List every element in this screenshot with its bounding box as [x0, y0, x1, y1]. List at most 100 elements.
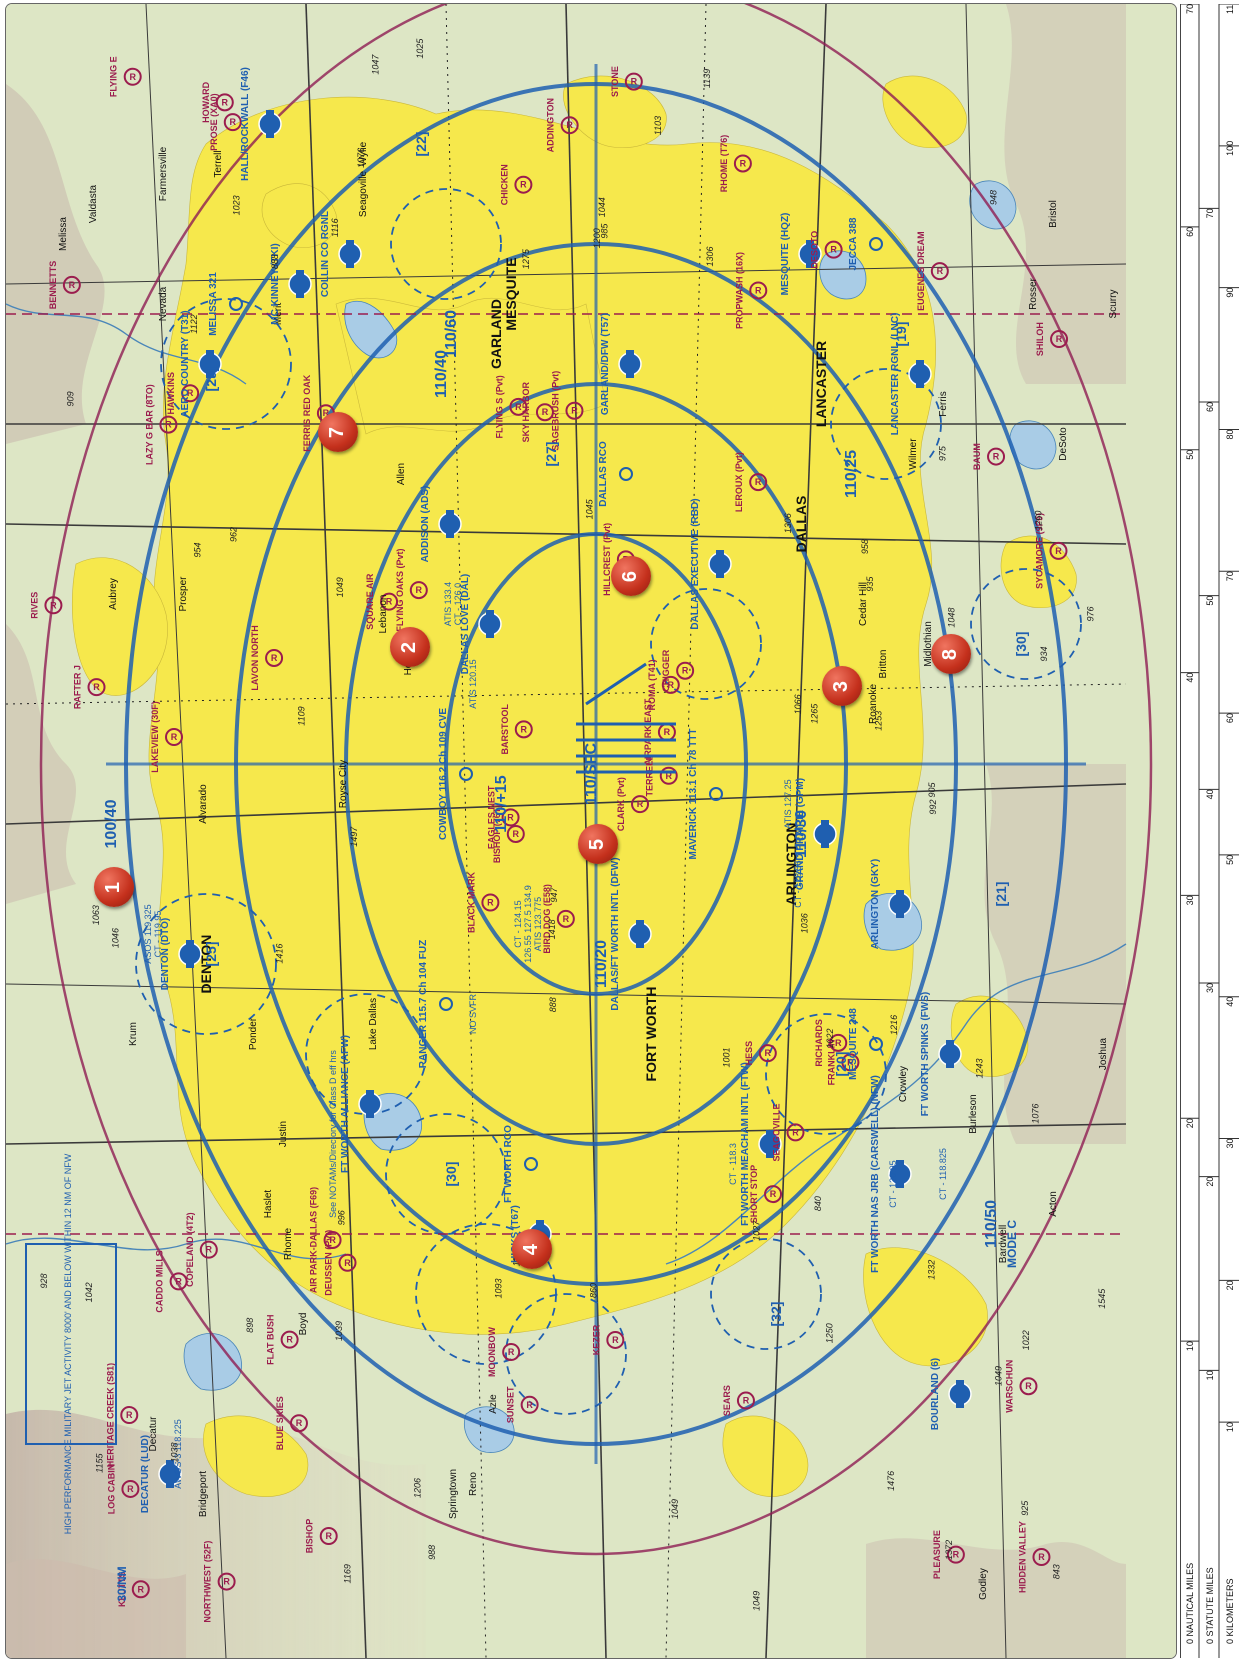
private-airport-icon[interactable] [223, 113, 242, 132]
frequency-label: CT - 120.95 [888, 1160, 898, 1207]
private-field-label: COPELAND (4T2) [185, 1212, 195, 1287]
marker-3[interactable]: 3 [822, 666, 862, 706]
private-airport-icon[interactable] [736, 1391, 755, 1410]
private-airport-icon[interactable] [556, 909, 575, 928]
private-airport-icon[interactable] [265, 648, 284, 667]
private-airport-icon[interactable] [824, 240, 843, 259]
private-airport-r-glyph: R [69, 280, 76, 290]
vor-icon[interactable] [869, 1037, 883, 1051]
private-airport-icon[interactable] [502, 1342, 521, 1361]
private-airport-icon[interactable] [181, 384, 200, 403]
private-airport-icon[interactable] [987, 447, 1006, 466]
vor-icon[interactable] [459, 767, 473, 781]
private-airport-r-glyph: R [835, 1038, 842, 1048]
private-airport-icon[interactable] [280, 1330, 299, 1349]
private-airport-icon[interactable] [1049, 541, 1068, 560]
private-airport-icon[interactable] [514, 175, 533, 194]
private-airport-icon[interactable] [930, 262, 949, 281]
private-field-label: BENNETTS [48, 261, 58, 310]
marker-6[interactable]: 6 [611, 556, 651, 596]
private-airport-icon[interactable] [509, 397, 528, 416]
private-field-label: MOONBOW [487, 1326, 497, 1376]
scale-label: 10 [1205, 1370, 1215, 1380]
vor-icon[interactable] [709, 787, 723, 801]
marker-8[interactable]: 8 [931, 634, 971, 674]
private-airport-icon[interactable] [62, 275, 81, 294]
vor-icon[interactable] [524, 1157, 538, 1171]
town-label: Merit [273, 303, 284, 325]
private-airport-r-glyph: R [755, 285, 762, 295]
private-airport-icon[interactable] [409, 581, 428, 600]
town-label: ARLINGTON [783, 823, 799, 906]
private-airport-icon[interactable] [121, 1479, 140, 1498]
private-airport-icon[interactable] [946, 1545, 965, 1564]
private-airport-icon[interactable] [749, 473, 768, 492]
private-airport-icon[interactable] [123, 67, 142, 86]
vor-icon[interactable] [869, 237, 883, 251]
private-airport-icon[interactable] [733, 154, 752, 173]
private-airport-icon[interactable] [749, 281, 768, 300]
airport-label: COLLIN CO RGNL [320, 211, 331, 297]
private-airport-icon[interactable] [169, 1272, 188, 1291]
private-airport-icon[interactable] [829, 1033, 848, 1052]
private-airport-icon[interactable] [506, 824, 525, 843]
marker-7[interactable]: 7 [318, 412, 358, 452]
private-field-label: HIDDEN VALLEY [1017, 1521, 1027, 1593]
private-field-label: DESOTO [810, 231, 820, 269]
private-airport-icon[interactable] [323, 1230, 342, 1249]
private-airport-r-glyph: R [526, 1400, 533, 1410]
private-airport-icon[interactable] [758, 1044, 777, 1063]
private-airport-icon[interactable] [44, 596, 63, 615]
private-airport-icon[interactable] [1050, 330, 1069, 349]
private-airport-icon[interactable] [217, 1572, 236, 1591]
private-airport-icon[interactable] [1019, 1377, 1038, 1396]
frequency-label: CT - 119.95 [153, 911, 163, 958]
private-airport-icon[interactable] [199, 1240, 218, 1259]
private-airport-icon[interactable] [501, 808, 520, 827]
town-label: Midlothian [923, 621, 934, 667]
private-airport-icon[interactable] [786, 1123, 805, 1142]
private-airport-icon[interactable] [514, 720, 533, 739]
private-airport-icon[interactable] [841, 1053, 860, 1072]
private-airport-icon[interactable] [560, 116, 579, 135]
airport-label: MC KINNEY (TKI) [270, 243, 281, 324]
private-airport-icon[interactable] [380, 592, 399, 611]
private-airport-icon[interactable] [520, 1395, 539, 1414]
map-canvas[interactable]: RRRRRRRRRRRRRRRRRRRRRRRRRRRRRRRRRRRRRRRR… [6, 4, 1176, 1658]
private-airport-icon[interactable] [159, 415, 178, 434]
private-airport-r-glyph: R [323, 408, 330, 418]
private-airport-r-glyph: R [286, 1335, 293, 1345]
elevation-label: 1206 [413, 1478, 423, 1498]
marker-2[interactable]: 2 [390, 627, 430, 667]
private-airport-icon[interactable] [120, 1406, 139, 1425]
private-airport-icon[interactable] [661, 675, 680, 694]
private-airport-icon[interactable] [319, 1527, 338, 1546]
marker-4[interactable]: 4 [512, 1229, 552, 1269]
private-airport-icon[interactable] [481, 893, 500, 912]
private-airport-icon[interactable] [215, 93, 234, 112]
private-airport-icon[interactable] [535, 403, 554, 422]
private-airport-icon[interactable] [676, 661, 695, 680]
private-airport-icon[interactable] [1032, 1548, 1051, 1567]
vor-icon[interactable] [229, 297, 243, 311]
marker-5[interactable]: 5 [578, 824, 618, 864]
vor-icon[interactable] [439, 997, 453, 1011]
private-airport-icon[interactable] [87, 678, 106, 697]
private-airport-icon[interactable] [565, 401, 584, 420]
private-airport-icon[interactable] [764, 1185, 783, 1204]
notice-boxes [25, 1243, 117, 1445]
private-airport-icon[interactable] [631, 795, 650, 814]
private-airport-icon[interactable] [624, 72, 643, 91]
vor-icon[interactable] [619, 467, 633, 481]
private-airport-icon[interactable] [131, 1580, 150, 1599]
private-airport-icon[interactable] [289, 1414, 308, 1433]
private-airport-icon[interactable] [338, 1253, 357, 1272]
private-airport-icon[interactable] [165, 727, 184, 746]
elevation-label: 888 [548, 997, 558, 1012]
elevation-label: 1039 [334, 1321, 344, 1341]
private-airport-icon[interactable] [606, 1330, 625, 1349]
private-airport-icon[interactable] [659, 766, 678, 785]
private-airport-r-glyph: R [637, 799, 644, 809]
marker-1[interactable]: 1 [94, 867, 134, 907]
